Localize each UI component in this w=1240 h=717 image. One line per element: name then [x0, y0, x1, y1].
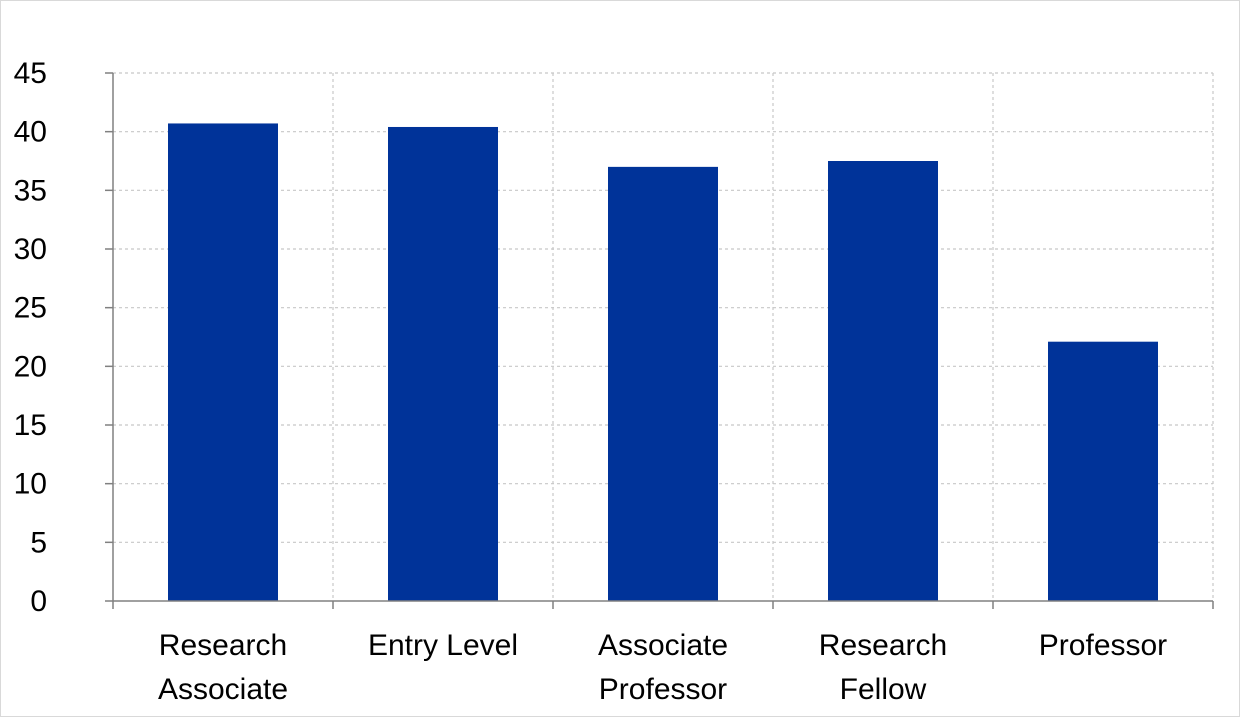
y-tick-label: 20 [14, 350, 47, 383]
x-category-label: Professor [1039, 629, 1167, 662]
x-category-labels: Research Associate Entry Level Associate Pro… [158, 629, 1167, 706]
axes [105, 72, 1214, 609]
y-tick-label: 30 [14, 233, 47, 266]
bar [168, 123, 278, 601]
x-category-label-line: Research [159, 629, 287, 662]
x-category-label-line: Entry Level [368, 629, 518, 662]
y-tick-label: 15 [14, 409, 47, 442]
x-category-label-line: Professor [1039, 629, 1167, 662]
y-tick-label: 35 [14, 174, 47, 207]
x-category-label: Research Associate [158, 629, 288, 706]
y-tick-labels: 0 5 10 15 20 25 30 35 40 45 [14, 57, 47, 618]
x-category-label-line: Associate [158, 673, 288, 706]
bar [828, 161, 938, 601]
y-tick-label: 45 [14, 57, 47, 90]
gridlines [113, 72, 1214, 601]
x-category-label-line: Associate [598, 629, 728, 662]
x-category-label: Entry Level [368, 629, 518, 662]
y-tick-label: 0 [30, 585, 47, 618]
y-tick-label: 25 [14, 292, 47, 325]
bars [168, 123, 1158, 602]
bar [388, 126, 498, 602]
x-category-label-line: Professor [599, 673, 727, 706]
bar [1048, 341, 1158, 601]
y-tick-label: 5 [30, 526, 47, 559]
y-tick-label: 10 [14, 468, 47, 501]
x-category-label: Research Fellow [819, 629, 947, 706]
x-category-label-line: Research [819, 629, 947, 662]
y-tick-label: 40 [14, 116, 47, 149]
x-category-label-line: Fellow [840, 673, 927, 706]
bar [608, 166, 718, 601]
x-category-label: Associate Professor [598, 629, 728, 706]
